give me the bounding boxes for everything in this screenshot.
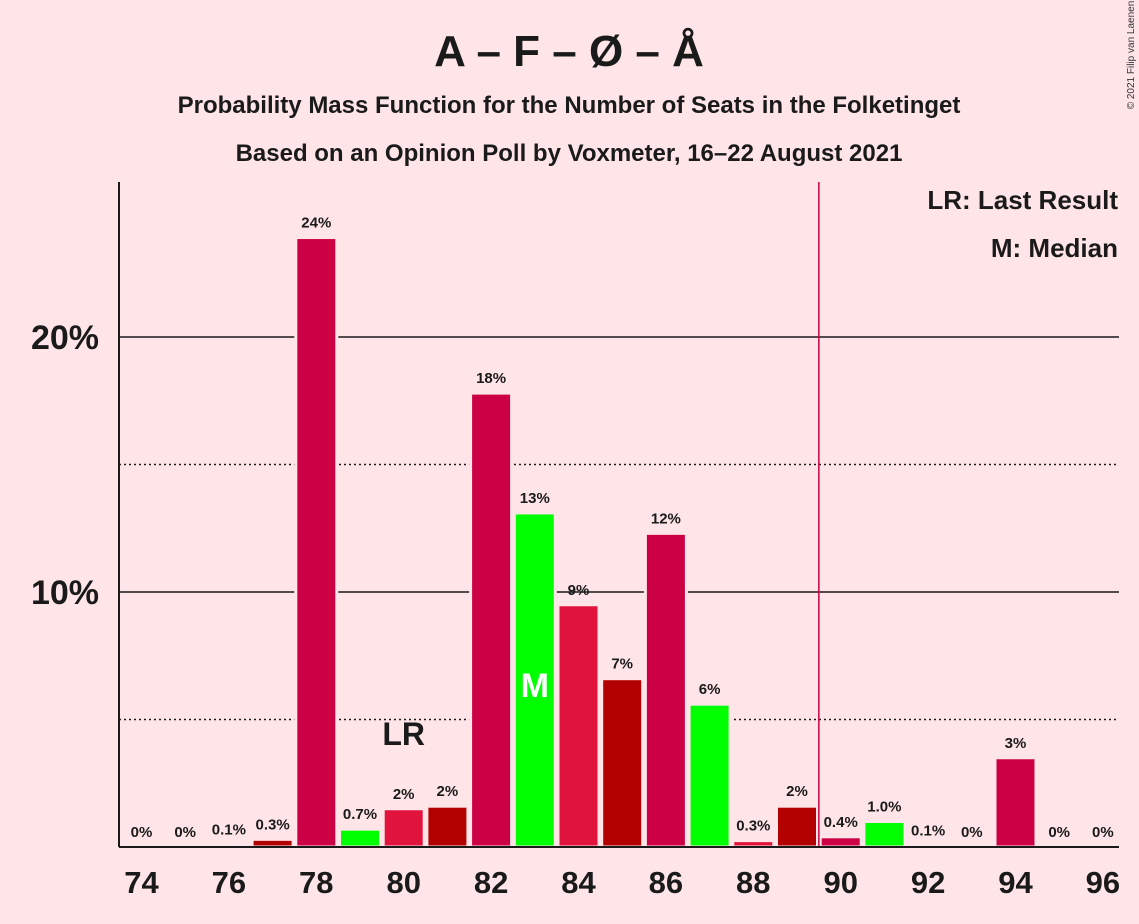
bar-80 — [381, 807, 426, 849]
data-label-94: 3% — [1005, 735, 1027, 752]
data-label-84: 9% — [568, 582, 590, 599]
data-label-81: 2% — [437, 783, 459, 800]
legend-last-result: LR: Last Result — [927, 185, 1118, 215]
data-label-85: 7% — [611, 656, 633, 673]
bars-group — [206, 236, 1038, 849]
bar-82 — [469, 391, 514, 849]
legend-median: M: Median — [991, 233, 1118, 263]
chart-subtitle-2: Based on an Opinion Poll by Voxmeter, 16… — [236, 140, 903, 167]
bar-87 — [687, 702, 732, 849]
overlay-group: LR M — [382, 182, 820, 847]
data-label-91: 1.0% — [867, 799, 901, 816]
data-label-80: 2% — [393, 786, 415, 803]
x-tick-label-88: 88 — [736, 865, 770, 900]
data-label-92: 0.1% — [911, 823, 945, 840]
x-tick-label-94: 94 — [998, 865, 1033, 900]
bar-89 — [775, 804, 819, 849]
data-labels-group: 0% 0% 0.1% 0.3% 24% 0.7% 2% 2% 18% 13% 9% 7% 12% 6% 0.… — [131, 215, 1114, 841]
x-tick-label-92: 92 — [911, 865, 945, 900]
x-tick-label-96: 96 — [1086, 865, 1120, 900]
data-label-74: 0% — [131, 824, 153, 841]
data-label-87: 6% — [699, 681, 721, 698]
x-tick-label-80: 80 — [386, 865, 420, 900]
bar-86 — [643, 531, 688, 849]
data-label-79: 0.7% — [343, 806, 377, 823]
chart-subtitle-1: Probability Mass Function for the Number… — [178, 92, 961, 119]
median-marker: M — [521, 667, 549, 705]
bar-77 — [250, 837, 295, 849]
data-label-75: 0% — [174, 824, 196, 841]
bar-79 — [338, 827, 382, 849]
bar-78 — [294, 236, 339, 849]
bar-81 — [425, 804, 470, 849]
data-label-86: 12% — [651, 510, 681, 527]
x-tick-label-74: 74 — [124, 865, 159, 900]
data-label-83: 13% — [520, 490, 550, 507]
bar-94 — [993, 756, 1038, 849]
data-label-76: 0.1% — [212, 821, 246, 838]
data-label-78: 24% — [301, 215, 331, 232]
copyright-notice: © 2021 Filip van Laenen — [1126, 1, 1137, 110]
x-tick-label-90: 90 — [823, 865, 857, 900]
x-tick-label-82: 82 — [474, 865, 508, 900]
x-tick-label-78: 78 — [299, 865, 333, 900]
data-label-95: 0% — [1048, 824, 1070, 841]
bar-83 — [512, 511, 557, 849]
axes-group: 10% 20% 74 76 78 80 82 84 86 88 90 92 94 96 — [31, 182, 1120, 900]
data-label-82: 18% — [476, 370, 506, 387]
bar-84 — [556, 603, 601, 849]
x-tick-label-84: 84 — [561, 865, 596, 900]
data-label-77: 0.3% — [255, 816, 289, 833]
chart-title: A – F – Ø – Å — [434, 27, 704, 76]
last-result-marker: LR — [382, 716, 425, 752]
y-tick-label-10: 10% — [31, 574, 99, 612]
bar-90 — [818, 835, 863, 849]
bar-85 — [600, 677, 645, 849]
data-label-90: 0.4% — [824, 814, 858, 831]
data-label-89: 2% — [786, 783, 808, 800]
data-label-93: 0% — [961, 824, 983, 841]
x-tick-label-86: 86 — [649, 865, 683, 900]
bar-91 — [862, 820, 907, 849]
data-label-88: 0.3% — [736, 818, 770, 835]
data-label-96: 0% — [1092, 824, 1114, 841]
y-tick-label-20: 20% — [31, 319, 99, 357]
x-tick-label-76: 76 — [212, 865, 246, 900]
